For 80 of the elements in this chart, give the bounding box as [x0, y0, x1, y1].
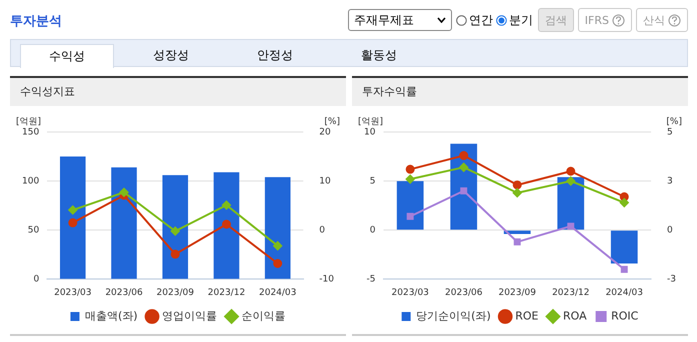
- y-axis-title: [억원]: [358, 116, 384, 127]
- point: [566, 166, 576, 176]
- y-axis-title: [억원]: [16, 116, 42, 127]
- y-tick-label: -5: [366, 274, 376, 285]
- point: [512, 188, 522, 198]
- chart-title: 수익성지표: [10, 76, 346, 106]
- x-tick-label: 2023/03: [54, 288, 92, 298]
- y2-tick-label: 0: [667, 225, 674, 236]
- text: 연간: [468, 12, 493, 28]
- point: [68, 218, 78, 228]
- y-tick-label: 5: [370, 176, 376, 186]
- text: 수익성: [20, 44, 114, 68]
- point: [170, 226, 180, 236]
- legend-label: 당기순이익(좌): [416, 309, 491, 322]
- point: [512, 180, 522, 190]
- text: 성장성: [152, 47, 190, 64]
- text: 활동성: [360, 47, 398, 64]
- y-tick-label: 10: [364, 127, 376, 138]
- bar: [162, 175, 188, 279]
- text: 검색: [538, 8, 574, 32]
- point: [406, 174, 415, 184]
- point: [459, 151, 468, 160]
- y2-tick-label: 5: [667, 127, 673, 138]
- y-tick-label: 50: [28, 225, 40, 236]
- point: [514, 238, 521, 246]
- y2-tick-label: -3: [667, 274, 676, 285]
- point: [620, 198, 629, 208]
- y-tick-label: 150: [22, 127, 40, 138]
- bar: [214, 172, 240, 279]
- x-tick-label: 2024/03: [606, 288, 643, 298]
- y2-tick-label: 0: [319, 225, 326, 236]
- legend-label: ROE: [515, 309, 539, 322]
- y-tick-label: 0: [33, 274, 40, 285]
- point: [566, 176, 576, 186]
- point: [620, 266, 628, 273]
- bar: [264, 177, 290, 279]
- x-tick-label: 2024/03: [258, 288, 296, 298]
- y2-axis-title: [%]: [324, 116, 340, 127]
- point: [68, 206, 78, 215]
- point: [459, 162, 468, 172]
- chart-title: 투자수익률: [352, 76, 688, 106]
- legend-label: ROA: [562, 309, 588, 322]
- legend-label: 매출액(좌): [84, 309, 138, 322]
- x-tick-label: 2023/09: [498, 288, 536, 298]
- point: [460, 187, 468, 194]
- x-tick-label: 2023/12: [208, 288, 246, 298]
- bar: [111, 167, 137, 279]
- x-tick-label: 2023/06: [105, 288, 143, 298]
- y2-axis-title: [%]: [666, 116, 682, 127]
- text: 안정성: [256, 47, 294, 64]
- point: [222, 220, 231, 229]
- point: [406, 164, 415, 174]
- point: [273, 241, 282, 250]
- x-tick-label: 2023/06: [445, 288, 483, 298]
- text: 주재무제표: [354, 12, 414, 28]
- point: [120, 188, 129, 197]
- text: 분기: [508, 12, 533, 28]
- legend-label: ROIC: [611, 309, 639, 322]
- x-tick-label: 2023/12: [552, 288, 590, 298]
- x-tick-label: 2023/03: [392, 288, 429, 298]
- y2-tick-label: -10: [319, 274, 334, 285]
- point: [567, 222, 574, 230]
- y2-tick-label: 10: [319, 176, 332, 186]
- bar: [610, 230, 638, 264]
- y-tick-label: 0: [370, 225, 376, 236]
- text: 산식: [643, 12, 665, 28]
- point: [273, 259, 282, 268]
- point: [170, 250, 180, 259]
- y2-tick-label: 3: [667, 176, 673, 186]
- legend-label: 영업이익률: [162, 309, 218, 322]
- bar: [60, 156, 86, 279]
- point: [222, 200, 231, 210]
- y2-tick-label: 20: [319, 127, 332, 138]
- point: [406, 212, 414, 220]
- bar: [396, 181, 424, 230]
- text: IFRS: [584, 14, 609, 26]
- y-tick-label: 100: [22, 176, 40, 186]
- x-tick-label: 2023/09: [156, 288, 194, 298]
- legend-label: 순이익률: [242, 309, 286, 322]
- text: 투자분석: [10, 13, 62, 30]
